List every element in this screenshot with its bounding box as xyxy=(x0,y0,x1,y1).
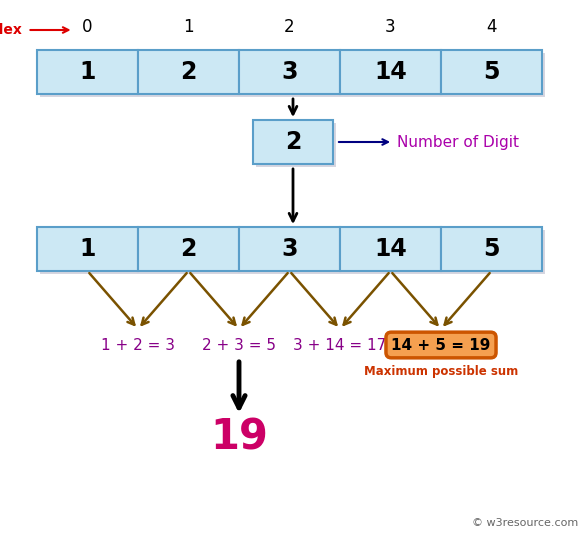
Text: 14 + 5 = 19: 14 + 5 = 19 xyxy=(391,337,490,352)
Text: 4: 4 xyxy=(486,18,497,36)
Text: 2: 2 xyxy=(180,60,197,84)
FancyBboxPatch shape xyxy=(340,227,441,271)
Text: 1: 1 xyxy=(183,18,194,36)
FancyBboxPatch shape xyxy=(141,230,241,273)
Text: Number of Digit: Number of Digit xyxy=(397,135,519,150)
Text: 14: 14 xyxy=(374,237,407,261)
FancyBboxPatch shape xyxy=(39,52,141,97)
FancyBboxPatch shape xyxy=(39,230,141,273)
FancyBboxPatch shape xyxy=(138,227,239,271)
Text: 2 + 3 = 5: 2 + 3 = 5 xyxy=(202,337,276,352)
FancyBboxPatch shape xyxy=(141,52,241,97)
Text: 0: 0 xyxy=(82,18,93,36)
FancyBboxPatch shape xyxy=(444,52,544,97)
Text: Maximum possible sum: Maximum possible sum xyxy=(364,365,518,378)
FancyBboxPatch shape xyxy=(239,227,340,271)
Text: index: index xyxy=(0,23,22,37)
Text: © w3resource.com: © w3resource.com xyxy=(472,518,578,528)
FancyBboxPatch shape xyxy=(37,227,138,271)
FancyBboxPatch shape xyxy=(340,50,441,94)
Text: 3: 3 xyxy=(281,237,298,261)
FancyBboxPatch shape xyxy=(444,230,544,273)
FancyBboxPatch shape xyxy=(241,230,342,273)
FancyBboxPatch shape xyxy=(241,52,342,97)
FancyBboxPatch shape xyxy=(255,122,336,167)
FancyBboxPatch shape xyxy=(342,230,444,273)
Text: 3: 3 xyxy=(281,60,298,84)
Text: 2: 2 xyxy=(284,18,295,36)
Text: 5: 5 xyxy=(483,60,500,84)
FancyBboxPatch shape xyxy=(253,120,333,164)
Text: 19: 19 xyxy=(210,417,268,459)
FancyBboxPatch shape xyxy=(37,50,138,94)
Text: 5: 5 xyxy=(483,237,500,261)
Text: 14: 14 xyxy=(374,60,407,84)
FancyBboxPatch shape xyxy=(441,227,542,271)
Text: 1: 1 xyxy=(79,237,96,261)
Text: 3 + 14 = 17: 3 + 14 = 17 xyxy=(294,337,387,352)
FancyBboxPatch shape xyxy=(342,52,444,97)
FancyBboxPatch shape xyxy=(441,50,542,94)
Text: 1: 1 xyxy=(79,60,96,84)
FancyBboxPatch shape xyxy=(239,50,340,94)
Text: 2: 2 xyxy=(285,130,301,154)
Text: 3: 3 xyxy=(385,18,396,36)
FancyBboxPatch shape xyxy=(138,50,239,94)
Text: 2: 2 xyxy=(180,237,197,261)
Text: 1 + 2 = 3: 1 + 2 = 3 xyxy=(101,337,175,352)
